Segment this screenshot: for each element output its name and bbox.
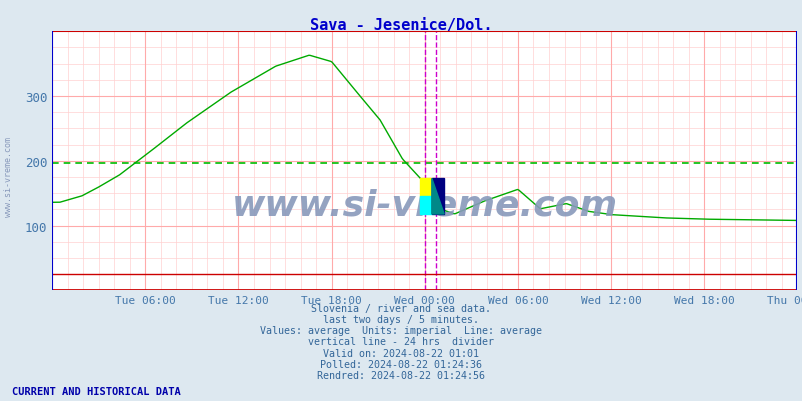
Text: Sava - Jesenice/Dol.: Sava - Jesenice/Dol. [310,18,492,33]
Bar [431,179,444,215]
Text: Slovenia / river and sea data.: Slovenia / river and sea data. [311,303,491,313]
Text: maximum:: maximum: [237,400,285,401]
Text: average:: average: [164,400,213,401]
Text: Values: average  Units: imperial  Line: average: Values: average Units: imperial Line: av… [260,325,542,335]
Text: www.si-vreme.com: www.si-vreme.com [232,188,617,222]
Text: www.si-vreme.com: www.si-vreme.com [3,136,13,217]
Text: minimum:: minimum: [92,400,140,401]
Text: last two days / 5 minutes.: last two days / 5 minutes. [323,314,479,324]
Text: Rendred: 2024-08-22 01:24:56: Rendred: 2024-08-22 01:24:56 [317,370,485,380]
Text: vertical line - 24 hrs  divider: vertical line - 24 hrs divider [308,336,494,346]
Text: CURRENT AND HISTORICAL DATA: CURRENT AND HISTORICAL DATA [12,386,180,396]
Polygon shape [431,179,444,215]
Text: Sava - Jesenice/Dol.: Sava - Jesenice/Dol. [321,400,440,401]
Bar [419,179,431,196]
Text: Polled: 2024-08-22 01:24:36: Polled: 2024-08-22 01:24:36 [320,359,482,369]
Text: now:: now: [32,400,56,401]
Text: Valid on: 2024-08-22 01:01: Valid on: 2024-08-22 01:01 [323,348,479,358]
Bar [419,196,431,215]
